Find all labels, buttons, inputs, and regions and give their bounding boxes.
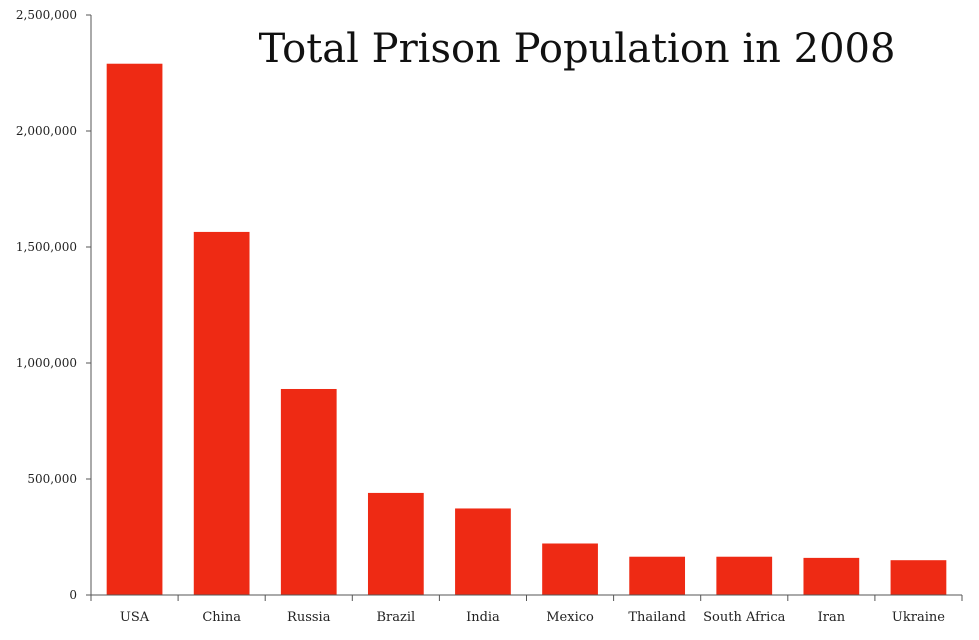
x-tick-label: Iran	[818, 610, 846, 625]
x-tick-label: Ukraine	[892, 610, 945, 625]
y-axis: 0 500,000 1,000,000 1,500,000 2,000,000 2,500…	[16, 8, 92, 602]
y-tick-label: 1,000,000	[16, 356, 77, 370]
bar-ukraine	[890, 560, 947, 595]
bar-iran	[803, 557, 860, 595]
x-tick-label: Thailand	[628, 610, 686, 625]
y-tick-label: 2,000,000	[16, 124, 77, 138]
bar-india	[455, 508, 511, 595]
bar-russia	[280, 388, 337, 595]
x-axis: USA China Russia Brazil India Mexico Thailand S…	[90, 594, 963, 625]
y-tick-label: 500,000	[27, 472, 77, 486]
x-tick-label: South Africa	[703, 610, 785, 625]
bar-mexico	[542, 543, 598, 595]
y-tick-label: 1,500,000	[16, 240, 77, 254]
bar-south-africa	[716, 556, 773, 595]
bar-brazil	[367, 492, 424, 595]
bar-thailand	[629, 556, 686, 595]
x-tick-label: USA	[120, 610, 150, 625]
x-tick-label: Brazil	[377, 610, 416, 625]
x-tick-label: Mexico	[546, 610, 594, 625]
bars-group	[106, 63, 947, 596]
y-tick-label: 0	[69, 588, 77, 602]
chart-title: Total Prison Population in 2008	[259, 26, 896, 72]
x-tick-label: Russia	[287, 610, 331, 625]
x-tick-label: India	[466, 610, 500, 625]
x-tick-label: China	[202, 610, 241, 625]
bar-usa	[106, 63, 163, 596]
bar-china	[193, 231, 250, 596]
y-tick-label: 2,500,000	[16, 8, 77, 22]
